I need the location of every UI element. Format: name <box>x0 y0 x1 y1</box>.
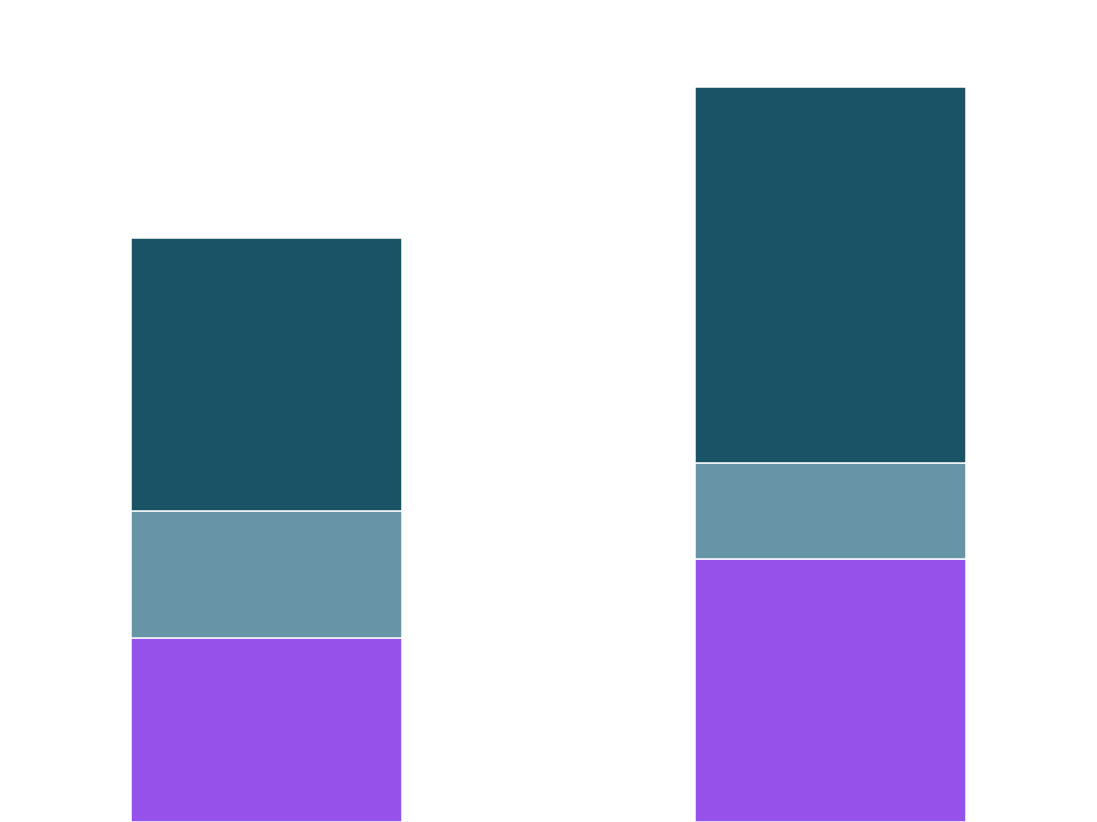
bar-segment-2-series-2 <box>694 462 967 560</box>
bar-segment-1-series-1 <box>130 637 403 822</box>
bar-segment-1-series-3 <box>130 237 403 512</box>
bar-segment-2-series-3 <box>694 86 967 464</box>
bar-segment-2-series-1 <box>694 558 967 822</box>
bar-segment-1-series-2 <box>130 510 403 639</box>
